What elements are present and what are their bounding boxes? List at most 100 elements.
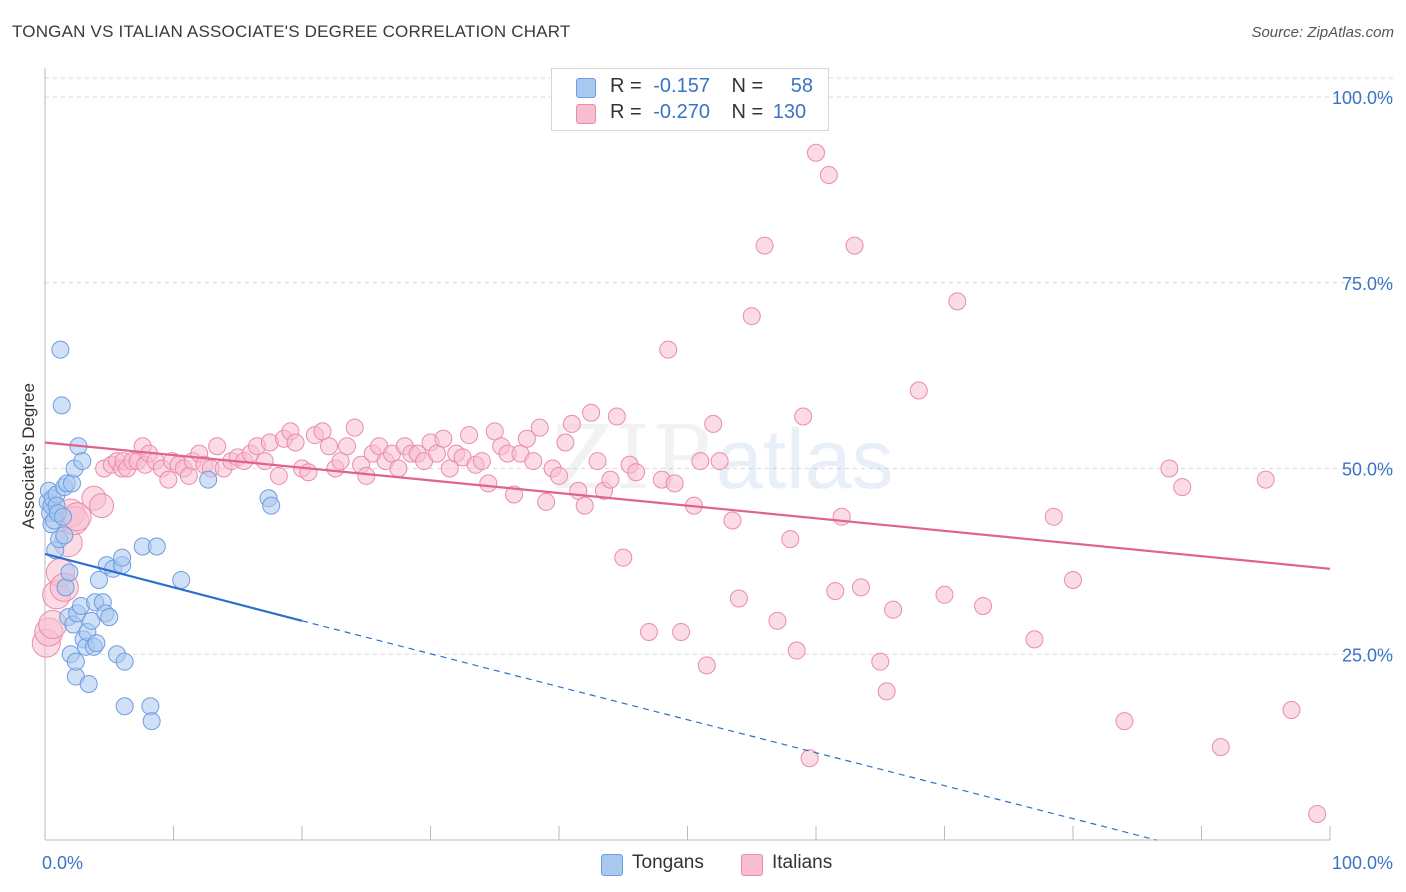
italians-point — [517, 429, 536, 448]
italians-point — [672, 622, 691, 641]
italians-point — [299, 463, 318, 482]
italians-point — [832, 507, 851, 526]
italians-swatch — [576, 104, 596, 124]
italians-point — [974, 596, 993, 615]
tongans-swatch — [576, 78, 596, 98]
italians-points — [31, 143, 1327, 823]
tongans-points — [38, 340, 281, 731]
tongans-point — [100, 608, 119, 627]
italians-point — [723, 511, 742, 530]
tongans-point — [62, 474, 81, 493]
tongans-point — [87, 634, 106, 653]
tongans-point — [53, 507, 72, 526]
tongans-legend-swatch — [601, 854, 623, 876]
tongans-trend-line — [44, 552, 303, 622]
tongans-point — [147, 537, 166, 556]
italians-point — [909, 381, 928, 400]
italians-point — [159, 470, 178, 489]
italians-point — [607, 407, 626, 426]
y-tick-label: 25.0% — [1342, 645, 1393, 665]
tongans-point — [66, 652, 85, 671]
tongans-point — [51, 340, 70, 359]
tongans-point — [142, 712, 161, 731]
italians-point — [472, 452, 491, 471]
italians-point — [742, 307, 761, 326]
italians-point — [1256, 470, 1275, 489]
italians-point — [1160, 459, 1179, 478]
y-tick-label: 50.0% — [1342, 460, 1393, 480]
italians-r-value: -0.270 — [653, 101, 710, 123]
italians-point — [485, 422, 504, 441]
italians-point — [659, 340, 678, 359]
axes — [44, 68, 1331, 841]
italians-point — [286, 433, 305, 452]
x-tick-label-max: 100.0% — [1332, 853, 1393, 873]
italians-point — [710, 452, 729, 471]
italians-point — [313, 422, 332, 441]
italians-point — [427, 444, 446, 463]
italians-point — [1025, 630, 1044, 649]
italians-point — [389, 459, 408, 478]
y-axis-label: Associate's Degree — [19, 383, 38, 529]
italians-point — [524, 452, 543, 471]
x-tick-label-min: 0.0% — [42, 853, 83, 873]
italians-legend-swatch — [741, 854, 763, 876]
italians-point — [826, 582, 845, 601]
italians-point — [434, 429, 453, 448]
italians-point — [269, 466, 288, 485]
tongans-legend-label: Tongans — [632, 852, 704, 873]
italians-point — [800, 749, 819, 768]
tongans-point — [89, 570, 108, 589]
italians-trend-line — [44, 441, 1331, 570]
italians-point — [479, 474, 498, 493]
italians-point — [877, 682, 896, 701]
tick-labels: 25.0% 50.0% 75.0% 100.0% 0.0% 100.0% — [42, 88, 1393, 873]
tongans-point — [115, 697, 134, 716]
italians-point — [179, 466, 198, 485]
tongans-point — [56, 578, 75, 597]
italians-point — [1282, 700, 1301, 719]
tongans-point — [60, 563, 79, 582]
italians-point — [575, 496, 594, 515]
italians-point — [1308, 804, 1327, 823]
italians-point — [1064, 570, 1082, 589]
tongans-r-value: -0.157 — [653, 75, 710, 97]
italians-point — [781, 530, 800, 549]
italians-point — [639, 622, 658, 641]
correlation-legend: R = -0.157 N = 58 R = -0.270 N = 130 — [551, 68, 829, 131]
italians-point — [601, 470, 620, 489]
italians-point — [819, 166, 838, 185]
italians-point — [807, 143, 825, 162]
tongans-point — [113, 548, 132, 567]
italians-point — [691, 452, 710, 471]
italians-n-value: 130 — [772, 101, 807, 123]
italians-legend-label: Italians — [772, 852, 833, 873]
tongans-point — [79, 674, 98, 693]
italians-point — [704, 414, 723, 433]
source-label: Source: ZipAtlas.com — [1251, 24, 1394, 41]
italians-point — [697, 656, 716, 675]
tongans-point — [73, 452, 92, 471]
tongans-point — [141, 697, 160, 716]
italians-point — [948, 292, 967, 311]
italians-point — [851, 578, 870, 597]
italians-point — [505, 485, 524, 504]
trend-lines — [44, 441, 1331, 841]
italians-point — [208, 437, 227, 456]
italians-r-label: R = — [610, 101, 642, 123]
italians-point — [337, 437, 356, 456]
tongans-n-value: 58 — [790, 75, 814, 97]
italians-point — [588, 452, 607, 471]
tongans-trend-extrapolation — [301, 620, 1157, 841]
tongans-point — [199, 470, 218, 489]
italians-point — [460, 426, 479, 445]
italians-point — [755, 236, 774, 255]
italians-point — [1173, 478, 1192, 497]
italians-point — [768, 611, 787, 630]
italians-point — [794, 407, 813, 426]
italians-point — [255, 452, 274, 471]
tongans-point — [115, 652, 134, 671]
italians-point — [556, 433, 575, 452]
tongans-n-label: N = — [731, 75, 764, 97]
